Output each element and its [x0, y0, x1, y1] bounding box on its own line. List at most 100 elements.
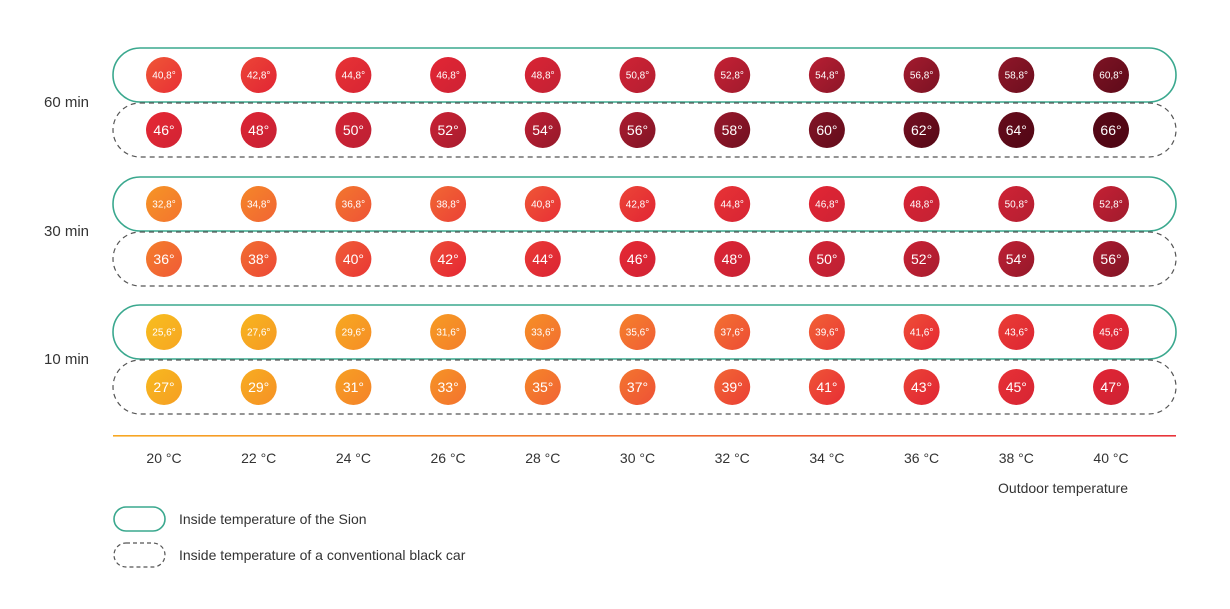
black-car-temp-label: 42°: [438, 251, 459, 267]
black-car-temp-label: 46°: [153, 122, 174, 138]
x-tick-label: 34 °C: [809, 450, 844, 466]
x-tick-label: 36 °C: [904, 450, 939, 466]
legend-black-car-swatch: [113, 542, 166, 568]
black-car-temp-label: 38°: [248, 251, 269, 267]
black-car-temp-dot: [146, 241, 182, 277]
black-car-temp-dot: [1093, 241, 1129, 277]
black-car-temp-label: 47°: [1100, 379, 1121, 395]
sion-row-outline: [112, 47, 1177, 103]
sion-temp-label: 52,8°: [720, 71, 743, 82]
sion-temp-dot: [430, 186, 467, 222]
black-car-temp-dot: [903, 112, 940, 148]
sion-temp-label: 52,8°: [1099, 200, 1122, 211]
legend-black-car-label: Inside temperature of a conventional bla…: [179, 547, 466, 563]
sion-temp-dot: [146, 186, 182, 222]
black-car-temp-label: 64°: [1006, 122, 1027, 138]
sion-temp-label: 41,6°: [910, 328, 933, 339]
sion-temp-label: 58,8°: [1005, 71, 1028, 82]
sion-temp-dot: [335, 186, 372, 222]
sion-temp-dot: [524, 57, 561, 93]
x-tick-label: 26 °C: [431, 450, 466, 466]
sion-temp-dot: [998, 57, 1035, 93]
sion-temp-label: 42,8°: [626, 200, 649, 211]
black-car-temp-label: 54°: [532, 122, 553, 138]
black-car-temp-label: 43°: [911, 379, 932, 395]
x-tick-label: 32 °C: [715, 450, 750, 466]
sion-temp-label: 48,8°: [531, 71, 554, 82]
sion-temp-dot: [335, 57, 372, 93]
black-car-temp-label: 44°: [532, 251, 553, 267]
sion-temp-dot: [714, 57, 751, 93]
black-car-temp-dot: [335, 112, 372, 148]
sion-temp-label: 35,6°: [626, 328, 649, 339]
black-car-temp-label: 33°: [438, 379, 459, 395]
sion-temp-label: 43,6°: [1005, 328, 1028, 339]
sion-temp-label: 44,8°: [720, 200, 743, 211]
sion-temp-dot: [903, 57, 940, 93]
sion-temp-label: 48,8°: [910, 200, 933, 211]
sion-temp-label: 45,6°: [1099, 328, 1122, 339]
black-car-row-outline: [112, 231, 1177, 287]
x-tick-label: 20 °C: [146, 450, 181, 466]
black-car-temp-label: 56°: [627, 122, 648, 138]
sion-temp-label: 39,6°: [815, 328, 838, 339]
black-car-temp-dot: [524, 241, 561, 277]
sion-temp-label: 29,6°: [342, 328, 365, 339]
sion-temp-dot: [998, 314, 1035, 350]
black-car-temp-dot: [335, 369, 372, 405]
black-car-temp-dot: [998, 369, 1035, 405]
black-car-temp-dot: [240, 241, 277, 277]
black-car-temp-dot: [903, 241, 940, 277]
black-car-temp-dot: [808, 369, 845, 405]
black-car-temp-dot: [998, 112, 1035, 148]
sion-temp-dot: [998, 186, 1035, 222]
sion-temp-dot: [240, 57, 277, 93]
sion-temp-dot: [1093, 186, 1129, 222]
black-car-row-outline: [112, 102, 1177, 158]
sion-temp-label: 32,8°: [152, 200, 175, 211]
black-car-temp-label: 50°: [343, 122, 364, 138]
sion-temp-dot: [619, 314, 656, 350]
black-car-row-outline: [112, 359, 1177, 415]
sion-temp-dot: [808, 57, 845, 93]
legend-sion-swatch: [113, 506, 166, 532]
sion-temp-label: 27,6°: [247, 328, 270, 339]
sion-temp-label: 54,8°: [815, 71, 838, 82]
black-car-temp-label: 39°: [722, 379, 743, 395]
sion-temp-label: 33,6°: [531, 328, 554, 339]
black-car-temp-dot: [524, 369, 561, 405]
black-car-temp-dot: [524, 112, 561, 148]
sion-temp-dot: [619, 57, 656, 93]
x-tick-label: 22 °C: [241, 450, 276, 466]
black-car-temp-dot: [714, 241, 751, 277]
black-car-temp-label: 48°: [248, 122, 269, 138]
x-axis-title: Outdoor temperature: [998, 480, 1128, 496]
black-car-temp-dot: [430, 369, 467, 405]
group-label: 60 min: [44, 94, 89, 111]
sion-temp-label: 34,8°: [247, 200, 270, 211]
black-car-temp-label: 54°: [1006, 251, 1027, 267]
sion-temp-dot: [808, 186, 845, 222]
sion-temp-label: 46,8°: [815, 200, 838, 211]
x-axis-line: [113, 435, 1176, 437]
black-car-temp-label: 36°: [153, 251, 174, 267]
sion-temp-dot: [1093, 57, 1129, 93]
sion-temp-label: 56,8°: [910, 71, 933, 82]
x-tick-label: 30 °C: [620, 450, 655, 466]
sion-temp-label: 60,8°: [1099, 71, 1122, 82]
sion-temp-label: 36,8°: [342, 200, 365, 211]
black-car-temp-dot: [1093, 369, 1129, 405]
x-tick-label: 38 °C: [999, 450, 1034, 466]
black-car-temp-label: 50°: [816, 251, 837, 267]
sion-temp-label: 50,8°: [1005, 200, 1028, 211]
black-car-temp-label: 56°: [1100, 251, 1121, 267]
sion-temp-dot: [430, 57, 467, 93]
sion-temp-dot: [146, 57, 182, 93]
sion-temp-label: 50,8°: [626, 71, 649, 82]
black-car-temp-label: 48°: [722, 251, 743, 267]
black-car-temp-dot: [240, 369, 277, 405]
group-label: 10 min: [44, 351, 89, 368]
black-car-temp-label: 52°: [911, 251, 932, 267]
